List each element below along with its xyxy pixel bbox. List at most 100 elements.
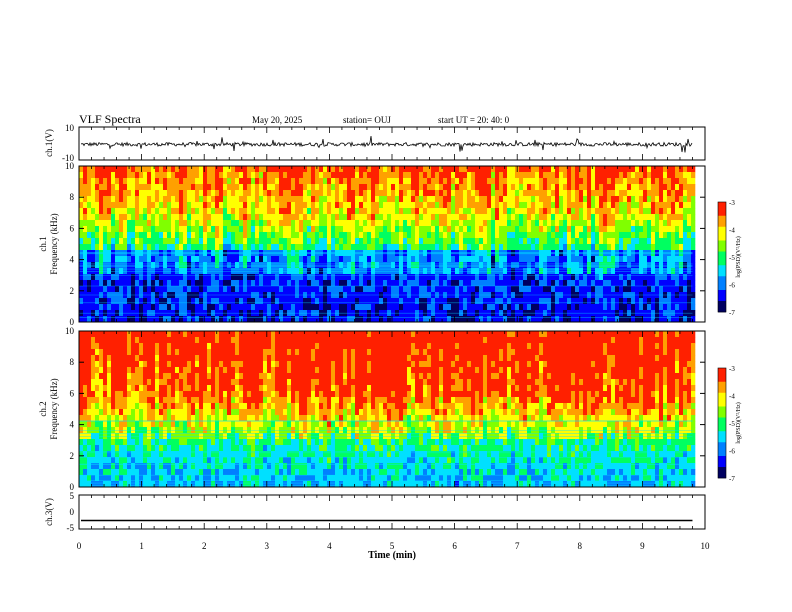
spectrogram-cell bbox=[663, 316, 668, 323]
spectrogram-cell bbox=[583, 220, 588, 227]
spectrogram-cell bbox=[207, 208, 212, 215]
spectrogram-cell bbox=[483, 238, 488, 245]
spectrogram-cell bbox=[143, 421, 148, 428]
spectrogram-cell bbox=[563, 220, 568, 227]
spectrogram-cell bbox=[451, 256, 456, 263]
spectrogram-cell bbox=[123, 403, 128, 410]
spectrogram-cell bbox=[119, 304, 124, 311]
spectrogram-cell bbox=[279, 226, 284, 233]
spectrogram-cell bbox=[143, 343, 148, 350]
spectrogram-cell bbox=[179, 403, 184, 410]
spectrogram-cell bbox=[555, 214, 560, 221]
spectrogram-cell bbox=[547, 316, 552, 323]
spectrogram-cell bbox=[243, 178, 248, 185]
spectrogram-cell bbox=[159, 457, 164, 464]
spectrogram-cell bbox=[543, 274, 548, 281]
spectrogram-cell bbox=[135, 190, 140, 197]
spectrogram-cell bbox=[287, 208, 292, 215]
spectrogram-cell bbox=[279, 298, 284, 305]
spectrogram-cell bbox=[119, 220, 124, 227]
spectrogram-cell bbox=[147, 331, 152, 338]
spectrogram-cell bbox=[519, 214, 524, 221]
spectrogram-cell bbox=[199, 427, 204, 434]
spectrogram-cell bbox=[163, 202, 168, 209]
spectrogram-cell bbox=[127, 361, 132, 368]
spectrogram-cell bbox=[631, 280, 636, 287]
spectrogram-cell bbox=[635, 286, 640, 293]
spectrogram-cell bbox=[595, 172, 600, 179]
spectrogram-cell bbox=[467, 208, 472, 215]
spectrogram-cell bbox=[123, 439, 128, 446]
spectrogram-cell bbox=[383, 268, 388, 275]
spectrogram-cell bbox=[315, 196, 320, 203]
spectrogram-cell bbox=[95, 361, 100, 368]
spectrogram-cell bbox=[195, 481, 200, 488]
spectrogram-cell bbox=[179, 280, 184, 287]
spectrogram-cell bbox=[323, 196, 328, 203]
spectrogram-cell bbox=[475, 220, 480, 227]
spectrogram-cell bbox=[167, 445, 172, 452]
spectrogram-cell bbox=[143, 397, 148, 404]
spectrogram-cell bbox=[231, 232, 236, 239]
spectrogram-cell bbox=[259, 190, 264, 197]
spectrogram-cell bbox=[287, 268, 292, 275]
spectrogram-cell bbox=[667, 238, 672, 245]
spectrogram-cell bbox=[419, 280, 424, 287]
spectrogram-cell bbox=[527, 232, 532, 239]
spectrogram-cell bbox=[539, 274, 544, 281]
spectrogram-cell bbox=[83, 385, 88, 392]
spectrogram-cell bbox=[159, 214, 164, 221]
spectrogram-cell bbox=[171, 463, 176, 470]
spectrogram-cell bbox=[379, 190, 384, 197]
spectrogram-cell bbox=[283, 208, 288, 215]
spectrogram-cell bbox=[391, 202, 396, 209]
spectrogram-cell bbox=[135, 385, 140, 392]
spectrogram-cell bbox=[631, 268, 636, 275]
spectrogram-cell bbox=[103, 298, 108, 305]
spectrogram-cell bbox=[499, 244, 504, 251]
spectrogram-cell bbox=[95, 166, 100, 173]
spectrogram-cell bbox=[543, 232, 548, 239]
spectrogram-cell bbox=[215, 196, 220, 203]
spectrogram-cell bbox=[159, 373, 164, 380]
spectrogram-cell bbox=[171, 196, 176, 203]
spectrogram-cell bbox=[87, 397, 92, 404]
spectrogram-cell bbox=[131, 355, 136, 362]
spectrogram-cell bbox=[187, 391, 192, 398]
spectrogram-cell bbox=[303, 196, 308, 203]
spectrogram-cell bbox=[515, 214, 520, 221]
spectrogram-cell bbox=[131, 457, 136, 464]
spectrogram-cell bbox=[479, 178, 484, 185]
spectrogram-cell bbox=[423, 178, 428, 185]
spectrogram-cell bbox=[83, 166, 88, 173]
spectrogram-cell bbox=[99, 268, 104, 275]
spectrogram-cell bbox=[131, 391, 136, 398]
spectrogram-cell bbox=[263, 220, 268, 227]
spectrogram-cell bbox=[207, 457, 212, 464]
spectrogram-cell bbox=[579, 268, 584, 275]
spectrogram-cell bbox=[503, 232, 508, 239]
spectrogram-cell bbox=[431, 286, 436, 293]
spectrogram-cell bbox=[687, 214, 692, 221]
spectrogram-cell bbox=[115, 385, 120, 392]
spectrogram-cell bbox=[135, 316, 140, 323]
spectrogram-cell bbox=[647, 256, 652, 263]
spectrogram-cell bbox=[247, 214, 252, 221]
spectrogram-cell bbox=[395, 190, 400, 197]
spectrogram-cell bbox=[119, 457, 124, 464]
spectrogram-cell bbox=[143, 298, 148, 305]
spectrogram-cell bbox=[475, 202, 480, 209]
spectrogram-cell bbox=[443, 190, 448, 197]
spectrogram-cell bbox=[187, 274, 192, 281]
spectrogram-cell bbox=[599, 280, 604, 287]
spectrogram-cell bbox=[519, 232, 524, 239]
spectrogram-cell bbox=[199, 481, 204, 488]
spectrogram-cell bbox=[615, 286, 620, 293]
spectrogram-cell bbox=[203, 427, 208, 434]
spectrogram-cell bbox=[171, 421, 176, 428]
spectrogram-cell bbox=[643, 214, 648, 221]
spectrogram-cell bbox=[135, 298, 140, 305]
spectrogram-cell bbox=[339, 238, 344, 245]
spectrogram-cell bbox=[483, 178, 488, 185]
spectrogram-cell bbox=[83, 208, 88, 215]
